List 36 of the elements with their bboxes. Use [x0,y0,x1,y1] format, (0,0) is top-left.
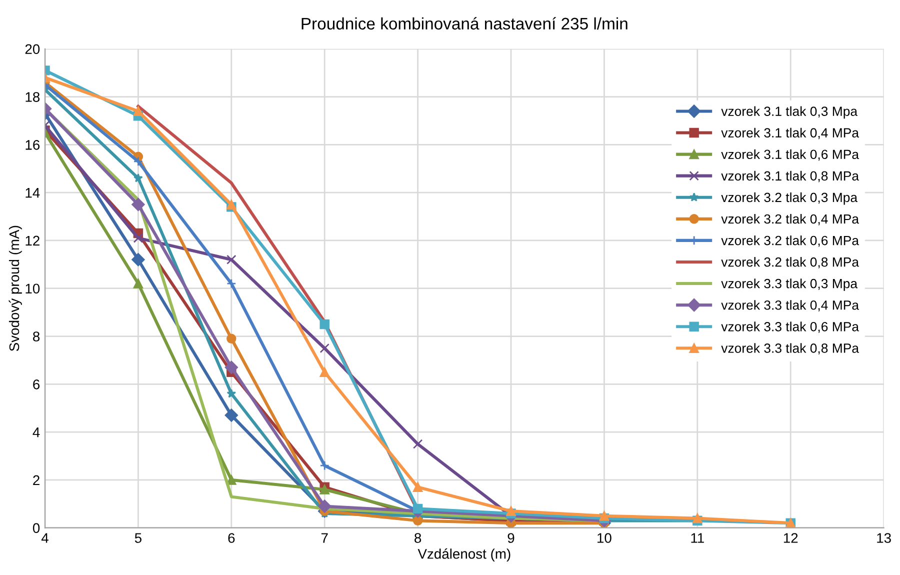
x-tick-label: 8 [414,533,422,543]
legend-label: vzorek 3.3 tlak 0,6 MPa [721,322,859,333]
y-tick-label: 18 [26,92,40,102]
legend-label: vzorek 3.3 tlak 0,4 MPa [721,300,859,312]
y-tick-label: 14 [26,188,40,198]
legend-label: vzorek 3.1 tlak 0,4 MPa [721,128,859,140]
legend-label: vzorek 3.3 tlak 0,8 MPa [721,343,859,354]
x-tick-label: 13 [877,533,891,543]
legend-label: vzorek 3.3 tlak 0,3 Mpa [721,278,858,291]
legend-label: vzorek 3.2 tlak 0,6 MPa [721,236,859,247]
x-tick-label: 7 [321,533,328,543]
y-tick-label: 8 [33,332,40,342]
legend-label: vzorek 3.2 tlak 0,4 MPa [721,214,859,226]
y-tick-label: 0 [32,523,40,534]
x-tick-label: 4 [41,533,48,543]
x-tick-label: 11 [691,533,704,543]
y-tick-label: 4 [32,428,40,438]
y-tick-label: 10 [26,284,40,294]
legend-label: vzorek 3.1 tlak 0,3 Mpa [721,106,858,119]
x-tick-label: 9 [508,533,514,543]
y-tick-label: 6 [33,379,40,390]
y-tick-label: 12 [26,236,40,246]
x-axis-title: Vzdálenost (m) [418,548,510,562]
chart-title: Proudnice kombinovaná nastavení 235 l/min [302,17,628,30]
legend-label: vzorek 3.2 tlak 0,3 Mpa [721,192,858,205]
legend-label: vzorek 3.1 tlak 0,8 MPa [721,170,859,182]
y-tick-label: 20 [25,44,40,54]
x-tick-label: 10 [598,533,612,543]
legend-label: vzorek 3.2 tlak 0,8 MPa [721,257,859,268]
y-axis-title: Svodový proud (mA) [8,226,22,352]
x-tick-label: 5 [134,533,142,543]
legend-label: vzorek 3.1 tlak 0,6 MPa [721,149,859,161]
x-tick-label: 12 [784,533,798,543]
y-tick-label: 16 [26,140,40,150]
x-tick-label: 6 [228,533,235,543]
y-tick-label: 2 [33,475,40,485]
